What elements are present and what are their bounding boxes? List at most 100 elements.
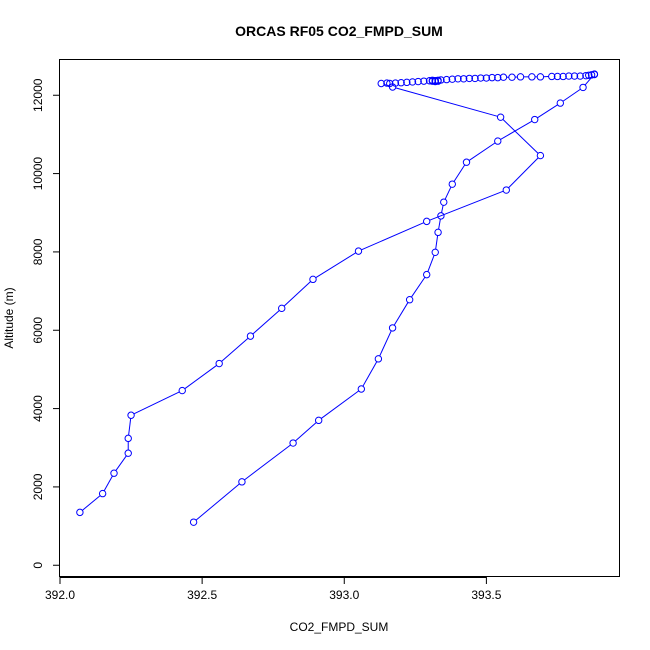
data-point bbox=[548, 72, 556, 81]
series-line-segment bbox=[502, 119, 539, 154]
data-point bbox=[414, 77, 422, 86]
data-point bbox=[587, 71, 596, 79]
data-point bbox=[110, 469, 118, 477]
series-line-segment bbox=[562, 88, 581, 102]
series-line-segment bbox=[82, 495, 101, 511]
y-axis-label: Altitude (m) bbox=[2, 287, 16, 348]
data-point bbox=[559, 72, 567, 81]
data-point bbox=[425, 77, 434, 85]
series-line-segment bbox=[453, 164, 466, 182]
series-line-segment bbox=[184, 365, 217, 390]
data-point bbox=[565, 72, 573, 80]
data-point bbox=[423, 270, 431, 279]
series-line-segment bbox=[427, 255, 435, 272]
data-point bbox=[124, 449, 132, 457]
data-point bbox=[189, 518, 198, 526]
data-point bbox=[465, 74, 474, 83]
data-point bbox=[528, 73, 536, 81]
data-point bbox=[508, 73, 516, 81]
y-tick-label: 6000 bbox=[31, 317, 45, 344]
series-line-segment bbox=[395, 87, 498, 117]
data-point bbox=[499, 73, 508, 81]
data-point bbox=[420, 77, 428, 85]
series-line-segment bbox=[252, 310, 280, 335]
data-point bbox=[488, 73, 496, 82]
data-point bbox=[423, 217, 431, 226]
data-point bbox=[314, 416, 323, 425]
data-point bbox=[386, 79, 394, 88]
y-tick-label: 10000 bbox=[31, 157, 45, 191]
x-axis: 392.0 392.5 393.0 393.5 bbox=[45, 577, 502, 602]
series-line-segment bbox=[115, 455, 127, 471]
data-point bbox=[428, 77, 437, 85]
data-point bbox=[556, 99, 565, 107]
data-point bbox=[459, 75, 468, 83]
data-point bbox=[531, 115, 539, 124]
data-point bbox=[127, 411, 135, 419]
data-point bbox=[494, 137, 502, 145]
series-line-segment bbox=[244, 444, 291, 481]
data-point bbox=[536, 73, 545, 81]
data-point bbox=[442, 75, 451, 84]
data-point bbox=[388, 324, 397, 332]
series-line-segment bbox=[133, 391, 180, 415]
series-line-segment bbox=[320, 390, 360, 419]
series-line-segment bbox=[393, 302, 409, 326]
series-line-segment bbox=[411, 276, 426, 298]
series-line-segment bbox=[435, 235, 439, 250]
data-point bbox=[289, 439, 297, 447]
data-point bbox=[408, 78, 417, 86]
series-line-segment bbox=[438, 218, 441, 230]
data-point bbox=[76, 508, 84, 517]
data-point bbox=[437, 212, 445, 220]
series-line-segment bbox=[500, 120, 533, 140]
data-point bbox=[454, 75, 462, 83]
series-line-segment bbox=[508, 157, 539, 189]
data-point bbox=[553, 72, 562, 81]
x-tick-label: 392.0 bbox=[45, 588, 75, 602]
y-tick-label: 0 bbox=[31, 562, 45, 569]
data-point bbox=[471, 74, 479, 83]
series-line-segment bbox=[295, 422, 317, 442]
series-line-segment bbox=[537, 104, 558, 119]
plot-frame bbox=[59, 59, 620, 577]
series-line-segment bbox=[128, 418, 132, 436]
series-line-segment bbox=[362, 361, 378, 387]
data-point bbox=[357, 385, 366, 393]
data-point bbox=[496, 113, 505, 121]
series-line-segment bbox=[283, 281, 311, 307]
series-line-segment bbox=[429, 190, 504, 221]
data-point bbox=[477, 74, 485, 82]
data-point bbox=[215, 359, 223, 368]
data-point bbox=[383, 79, 391, 87]
series-line-segment bbox=[195, 483, 240, 521]
y-tick-label: 8000 bbox=[31, 238, 45, 265]
data-point bbox=[278, 304, 286, 313]
series-line-segment bbox=[379, 330, 392, 357]
x-tick-label: 393.5 bbox=[471, 588, 501, 602]
data-point bbox=[579, 83, 587, 92]
series-line-segment bbox=[315, 252, 357, 279]
series-line-segment bbox=[221, 337, 249, 362]
data-point bbox=[377, 79, 385, 88]
data-point bbox=[482, 74, 491, 82]
series-line-segment bbox=[103, 475, 113, 492]
x-tick-label: 393.0 bbox=[329, 588, 359, 602]
chart-title: ORCAS RF05 CO2_FMPD_SUM bbox=[235, 23, 443, 39]
data-point bbox=[494, 73, 502, 82]
data-point bbox=[431, 248, 439, 257]
data-point bbox=[434, 76, 442, 85]
data-point bbox=[516, 73, 525, 81]
data-point bbox=[590, 70, 599, 78]
data-point bbox=[502, 186, 510, 194]
series-line-segment bbox=[468, 142, 496, 161]
x-tick-label: 392.5 bbox=[187, 588, 217, 602]
data-point bbox=[98, 489, 107, 498]
data-point bbox=[434, 228, 442, 237]
data-point bbox=[124, 434, 132, 443]
data-point bbox=[309, 275, 317, 284]
series-line-segment bbox=[444, 186, 452, 200]
data-point bbox=[576, 72, 584, 80]
data-point bbox=[582, 71, 590, 80]
